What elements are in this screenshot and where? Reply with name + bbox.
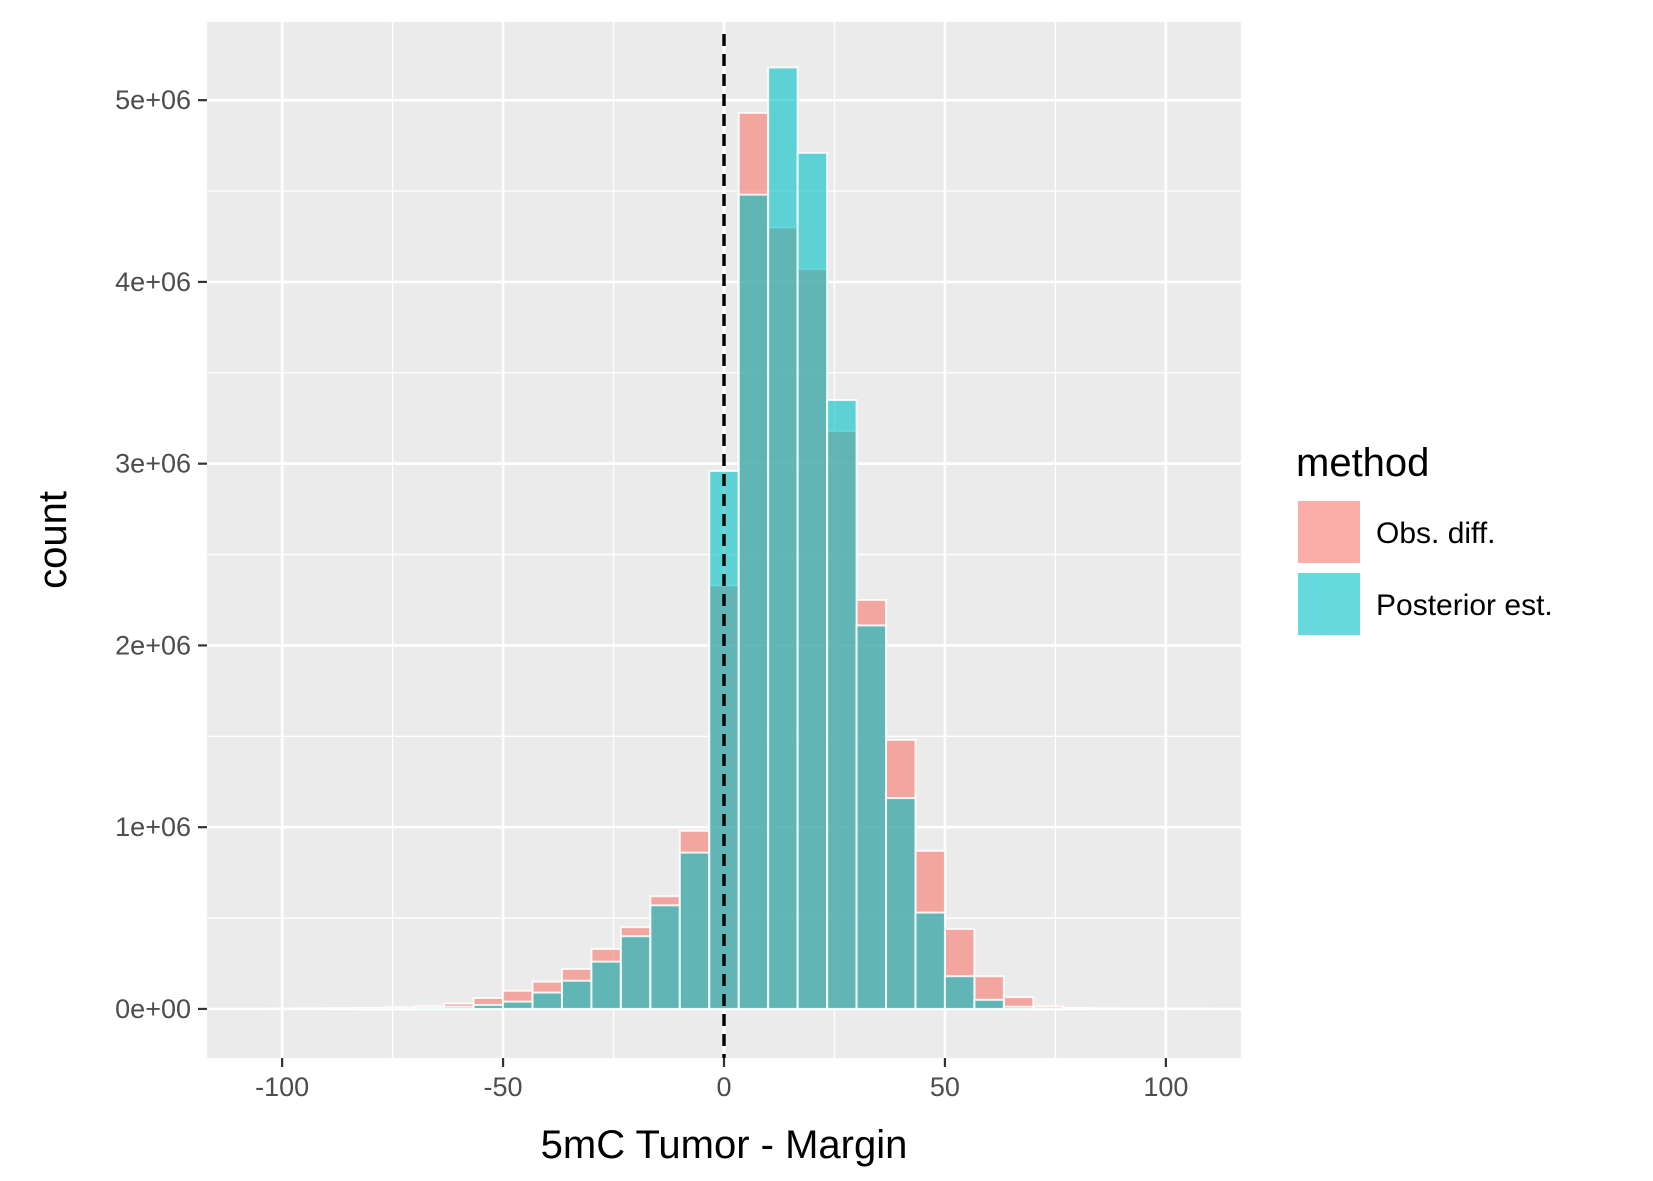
y-axis: 0e+00 1e+06 2e+06 3e+06 4e+06 5e+06	[115, 85, 207, 1024]
posterior-est-bar	[885, 797, 917, 1010]
legend-swatch	[1298, 573, 1360, 635]
posterior-est-bar	[560, 979, 593, 1010]
legend: method Obs. diff. Posterior est.	[1296, 441, 1553, 635]
legend-swatch	[1298, 501, 1360, 563]
posterior-est-bar	[767, 66, 799, 1010]
posterior-est-bar	[590, 960, 622, 1010]
legend-title: method	[1296, 441, 1429, 485]
x-tick-label: 100	[1143, 1072, 1188, 1102]
posterior-est-bar	[384, 1007, 416, 1010]
posterior-est-bar	[1032, 1007, 1064, 1010]
y-tick-label: 5e+06	[115, 85, 191, 115]
x-axis-title: 5mC Tumor - Margin	[541, 1123, 908, 1167]
posterior-est-bar	[413, 1006, 446, 1010]
posterior-est-bar	[619, 935, 652, 1010]
posterior-est-bars	[266, 66, 1212, 1010]
posterior-est-bar	[649, 904, 681, 1010]
posterior-est-bar	[914, 911, 946, 1010]
x-tick-label: 0	[716, 1072, 731, 1102]
posterior-est-bar	[1002, 1005, 1035, 1010]
posterior-est-bar	[443, 1005, 475, 1010]
legend-label: Obs. diff.	[1376, 517, 1496, 550]
x-tick-label: -50	[484, 1072, 523, 1102]
posterior-est-bar	[943, 975, 976, 1010]
y-tick-label: 4e+06	[115, 267, 191, 297]
x-tick-label: 50	[930, 1072, 960, 1102]
posterior-est-bar	[678, 851, 711, 1010]
posterior-est-bar	[737, 193, 770, 1010]
posterior-est-bar	[531, 991, 563, 1010]
posterior-est-bar	[973, 998, 1005, 1010]
y-tick-label: 2e+06	[115, 630, 191, 660]
legend-items: Obs. diff. Posterior est.	[1298, 501, 1553, 635]
y-tick-label: 0e+00	[115, 994, 191, 1024]
legend-label: Posterior est.	[1376, 589, 1553, 622]
y-axis-title: count	[31, 491, 75, 589]
posterior-est-bar	[502, 1000, 534, 1010]
x-axis: -100 -50 0 50 100	[255, 1058, 1188, 1102]
posterior-est-bar	[472, 1003, 505, 1010]
x-tick-label: -100	[255, 1072, 309, 1102]
y-tick-label: 3e+06	[115, 449, 191, 479]
posterior-est-bar	[796, 151, 829, 1010]
posterior-est-bar	[855, 624, 888, 1010]
y-tick-label: 1e+06	[115, 812, 191, 842]
posterior-est-bar	[826, 399, 858, 1010]
